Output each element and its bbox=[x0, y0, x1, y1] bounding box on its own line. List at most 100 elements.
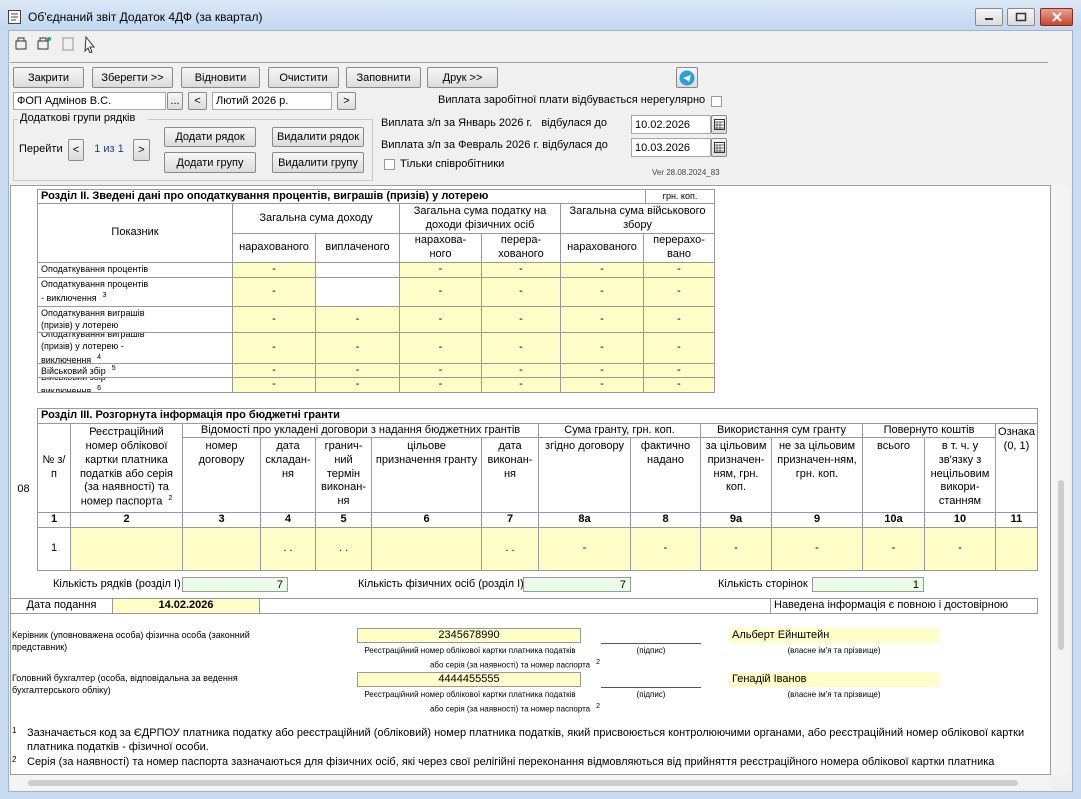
column-header: дата виконан-ня bbox=[481, 437, 539, 513]
value-cell: . . bbox=[260, 527, 316, 571]
row-label-text: Оподаткування виграшів (призів) у лотере… bbox=[41, 308, 145, 330]
row-label-text: Оподаткування виграшів (призів) у лотере… bbox=[41, 332, 229, 364]
value-cell: - bbox=[924, 527, 996, 571]
close-button[interactable] bbox=[1040, 8, 1073, 26]
id-caption: або серія (за наявності) та номер паспор… bbox=[330, 702, 610, 715]
period-next-button[interactable]: > bbox=[337, 92, 356, 110]
value-cell: - bbox=[643, 277, 715, 307]
minimize-button[interactable] bbox=[975, 8, 1003, 26]
column-number: 7 bbox=[481, 512, 539, 528]
value-cell: - bbox=[630, 527, 701, 571]
footnote-ref: 2 bbox=[596, 659, 600, 666]
value-cell bbox=[315, 262, 400, 278]
tool-icon[interactable] bbox=[85, 37, 94, 53]
column-number: 4 bbox=[260, 512, 316, 528]
group-title: Додаткові групи рядків bbox=[18, 112, 148, 126]
column-header: Ознака (0, 1) bbox=[995, 423, 1038, 513]
name-caption: (власне ім'я та прізвище) bbox=[729, 689, 939, 700]
value-cell: - bbox=[560, 377, 644, 393]
value-cell: - bbox=[315, 377, 400, 393]
toolbar-button[interactable]: Очистити bbox=[268, 67, 339, 88]
calendar-button[interactable] bbox=[711, 115, 727, 134]
column-number: 5 bbox=[315, 512, 372, 528]
id-caption-text: або серія (за наявності) та номер паспор… bbox=[430, 704, 590, 713]
scroll-thumb[interactable] bbox=[28, 780, 1018, 786]
column-header: нарахованого bbox=[560, 233, 644, 263]
value-cell: - bbox=[399, 377, 482, 393]
app-icon bbox=[8, 10, 22, 24]
value-cell bbox=[995, 527, 1038, 571]
value-cell: - bbox=[481, 262, 561, 278]
group-header: Загальна сума податку на доходи фізичних… bbox=[399, 203, 561, 234]
id-caption-text: або серія (за наявності) та номер паспор… bbox=[340, 659, 600, 671]
column-number: 3 bbox=[182, 512, 261, 528]
maximize-button[interactable] bbox=[1007, 8, 1035, 26]
signature-caption: (підпис) bbox=[601, 645, 701, 656]
tool-icon[interactable] bbox=[38, 37, 51, 49]
pay2-date-input[interactable]: 10.03.2026 bbox=[631, 138, 711, 157]
name-input: Генадій Іванов bbox=[729, 672, 939, 687]
column-header: всього bbox=[862, 437, 925, 513]
value-cell: - bbox=[560, 262, 644, 278]
id-caption: або серія (за наявності) та номер паспор… bbox=[330, 658, 610, 671]
column-number: 11 bbox=[995, 512, 1038, 528]
value-cell: - bbox=[315, 363, 400, 378]
irregular-checkbox[interactable] bbox=[711, 96, 722, 107]
persons-count-value: 7 bbox=[523, 577, 631, 592]
section-title: Розділ III. Розгорнута інформація про бю… bbox=[37, 408, 1038, 424]
page-prev-button[interactable]: < bbox=[68, 139, 84, 161]
pay1-date-input[interactable]: 10.02.2026 bbox=[631, 115, 711, 134]
group-header: Сума гранту, грн. коп. bbox=[538, 423, 701, 438]
value-cell: - bbox=[232, 262, 316, 278]
group-header: Загальна сума доходу bbox=[232, 203, 400, 234]
page-next-button[interactable]: > bbox=[133, 139, 150, 161]
footnote-ref: 3 bbox=[103, 292, 107, 299]
add-row-button[interactable]: Додати рядок bbox=[164, 127, 256, 147]
page-label: 1 из 1 bbox=[88, 143, 130, 157]
delete-group-button[interactable]: Видалити групу bbox=[272, 152, 364, 173]
period-prev-button[interactable]: < bbox=[188, 92, 207, 110]
tool-icon[interactable] bbox=[63, 38, 73, 50]
delete-row-button[interactable]: Видалити рядок bbox=[272, 127, 364, 147]
only-employees-checkbox[interactable] bbox=[384, 159, 395, 170]
column-header: перерахо-вано bbox=[643, 233, 715, 263]
pages-count-value: 1 bbox=[812, 577, 924, 592]
value-cell: 1 bbox=[37, 527, 71, 571]
add-group-button[interactable]: Додати групу bbox=[164, 152, 256, 173]
tool-icon[interactable] bbox=[16, 38, 26, 49]
company-input[interactable]: ФОП Адмінов В.С. bbox=[13, 92, 166, 110]
toolbar-button[interactable]: Заповнити bbox=[346, 67, 421, 88]
scroll-thumb[interactable] bbox=[1058, 480, 1064, 650]
name-caption: (власне ім'я та прізвище) bbox=[729, 645, 939, 656]
column-header: цільове призначення гранту bbox=[371, 437, 482, 513]
toolbar-button[interactable]: Закрити bbox=[13, 67, 84, 88]
signature-line bbox=[601, 643, 701, 644]
telegram-button[interactable] bbox=[676, 67, 698, 88]
blank-cell bbox=[259, 598, 771, 614]
value-cell: - bbox=[399, 277, 482, 307]
value-cell: - bbox=[643, 306, 715, 333]
column-number: 6 bbox=[371, 512, 482, 528]
row-code: 08 bbox=[10, 482, 37, 498]
toolbar-button[interactable]: Друк >> bbox=[427, 67, 498, 88]
calendar-button[interactable] bbox=[711, 138, 727, 157]
value-cell: - bbox=[399, 306, 482, 333]
column-header: номер договору bbox=[182, 437, 261, 513]
value-cell: - bbox=[643, 332, 715, 364]
value-cell: - bbox=[232, 377, 316, 393]
period-input[interactable]: Лютий 2026 р. bbox=[212, 92, 332, 110]
value-cell: - bbox=[315, 306, 400, 333]
footnote-ref: 6 bbox=[97, 385, 101, 392]
group-header: Загальна сума військового збору bbox=[560, 203, 715, 234]
row-label-text: Оподаткування процентів - виключення3 bbox=[41, 279, 229, 304]
row-label: Оподаткування процентів - виключення3 bbox=[37, 277, 233, 307]
toolbar-button[interactable]: Зберегти >> bbox=[92, 67, 173, 88]
value-cell: - bbox=[399, 262, 482, 278]
group-header: Використання сум гранту bbox=[700, 423, 863, 438]
row-label-text: Оподаткування процентів bbox=[41, 264, 228, 276]
toolbar-button[interactable]: Відновити bbox=[181, 67, 260, 88]
footnote-mark: 1 bbox=[12, 726, 22, 736]
column-number: 8а bbox=[538, 512, 631, 528]
browse-button[interactable]: ... bbox=[167, 92, 183, 110]
persons-count-label: Кількість фізичних осіб (розділ I) bbox=[355, 577, 525, 592]
